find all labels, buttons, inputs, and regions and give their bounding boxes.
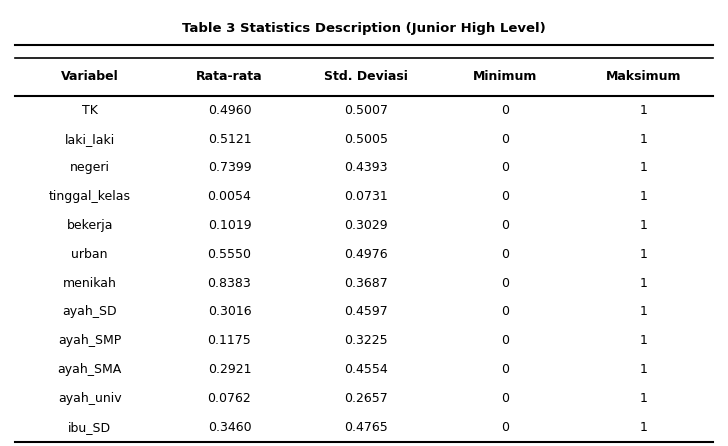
Text: 0: 0 — [502, 363, 510, 376]
Text: 0.4765: 0.4765 — [344, 421, 387, 434]
Text: Maksimum: Maksimum — [606, 70, 681, 83]
Text: 0: 0 — [502, 392, 510, 405]
Text: 0.4554: 0.4554 — [344, 363, 387, 376]
Text: ayah_SMP: ayah_SMP — [58, 334, 122, 347]
Text: tinggal_kelas: tinggal_kelas — [49, 190, 131, 203]
Text: urban: urban — [71, 248, 108, 261]
Text: 0: 0 — [502, 421, 510, 434]
Text: 0.1175: 0.1175 — [207, 334, 251, 347]
Text: 1: 1 — [640, 104, 647, 117]
Text: 0.3687: 0.3687 — [344, 277, 387, 289]
Text: bekerja: bekerja — [66, 219, 113, 232]
Text: menikah: menikah — [63, 277, 116, 289]
Text: 0.2657: 0.2657 — [344, 392, 387, 405]
Text: laki_laki: laki_laki — [65, 132, 115, 145]
Text: 0.0731: 0.0731 — [344, 190, 387, 203]
Text: 0.0054: 0.0054 — [207, 190, 251, 203]
Text: 1: 1 — [640, 392, 647, 405]
Text: Table 3 Statistics Description (Junior High Level): Table 3 Statistics Description (Junior H… — [182, 22, 546, 36]
Text: 0.5550: 0.5550 — [207, 248, 251, 261]
Text: 0: 0 — [502, 334, 510, 347]
Text: Std. Deviasi: Std. Deviasi — [324, 70, 408, 83]
Text: 1: 1 — [640, 334, 647, 347]
Text: ayah_SD: ayah_SD — [63, 306, 117, 318]
Text: 1: 1 — [640, 421, 647, 434]
Text: 0: 0 — [502, 161, 510, 174]
Text: 1: 1 — [640, 219, 647, 232]
Text: 0: 0 — [502, 219, 510, 232]
Text: 0.2921: 0.2921 — [207, 363, 251, 376]
Text: 0: 0 — [502, 190, 510, 203]
Text: 0.3460: 0.3460 — [207, 421, 251, 434]
Text: 0.5005: 0.5005 — [344, 132, 388, 145]
Text: Rata-rata: Rata-rata — [196, 70, 263, 83]
Text: 0: 0 — [502, 132, 510, 145]
Text: TK: TK — [82, 104, 98, 117]
Text: 0.4393: 0.4393 — [344, 161, 387, 174]
Text: 0: 0 — [502, 277, 510, 289]
Text: 0.8383: 0.8383 — [207, 277, 251, 289]
Text: 1: 1 — [640, 161, 647, 174]
Text: ibu_SD: ibu_SD — [68, 421, 111, 434]
Text: 0.4976: 0.4976 — [344, 248, 387, 261]
Text: 0.4960: 0.4960 — [207, 104, 251, 117]
Text: Minimum: Minimum — [473, 70, 538, 83]
Text: 0: 0 — [502, 104, 510, 117]
Text: 1: 1 — [640, 190, 647, 203]
Text: 0.5007: 0.5007 — [344, 104, 388, 117]
Text: ayah_univ: ayah_univ — [58, 392, 122, 405]
Text: 0.3029: 0.3029 — [344, 219, 387, 232]
Text: 1: 1 — [640, 132, 647, 145]
Text: 0.7399: 0.7399 — [207, 161, 251, 174]
Text: negeri: negeri — [70, 161, 110, 174]
Text: 0.0762: 0.0762 — [207, 392, 251, 405]
Text: 0.3016: 0.3016 — [207, 306, 251, 318]
Text: 0: 0 — [502, 248, 510, 261]
Text: 1: 1 — [640, 277, 647, 289]
Text: 0.3225: 0.3225 — [344, 334, 387, 347]
Text: 0.4597: 0.4597 — [344, 306, 387, 318]
Text: 1: 1 — [640, 306, 647, 318]
Text: 0: 0 — [502, 306, 510, 318]
Text: ayah_SMA: ayah_SMA — [58, 363, 122, 376]
Text: 0.5121: 0.5121 — [207, 132, 251, 145]
Text: Variabel: Variabel — [61, 70, 119, 83]
Text: 0.1019: 0.1019 — [207, 219, 251, 232]
Text: 1: 1 — [640, 248, 647, 261]
Text: 1: 1 — [640, 363, 647, 376]
